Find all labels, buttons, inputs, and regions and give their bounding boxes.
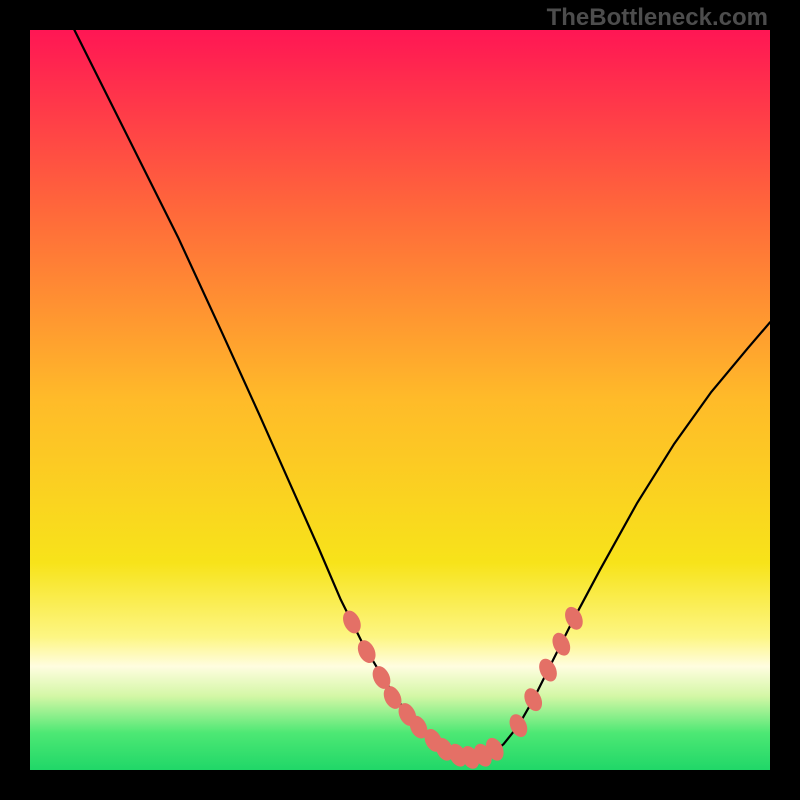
plot-area [30,30,770,770]
chart-svg [30,30,770,770]
chart-frame: TheBottleneck.com [0,0,800,800]
gradient-background [30,30,770,770]
watermark-text: TheBottleneck.com [547,4,768,32]
